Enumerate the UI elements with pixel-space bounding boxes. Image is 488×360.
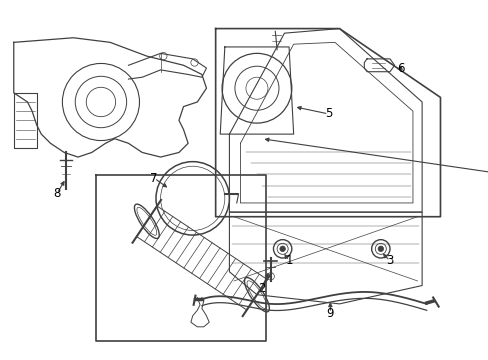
Circle shape (279, 246, 285, 252)
Text: 9: 9 (326, 307, 333, 320)
Circle shape (377, 246, 383, 252)
Text: 3: 3 (386, 254, 393, 267)
Text: 7: 7 (150, 172, 158, 185)
Text: 8: 8 (53, 187, 61, 200)
Text: 1: 1 (285, 254, 292, 267)
Text: 2: 2 (257, 282, 265, 295)
Text: 5: 5 (324, 107, 331, 121)
Text: 6: 6 (396, 62, 404, 75)
